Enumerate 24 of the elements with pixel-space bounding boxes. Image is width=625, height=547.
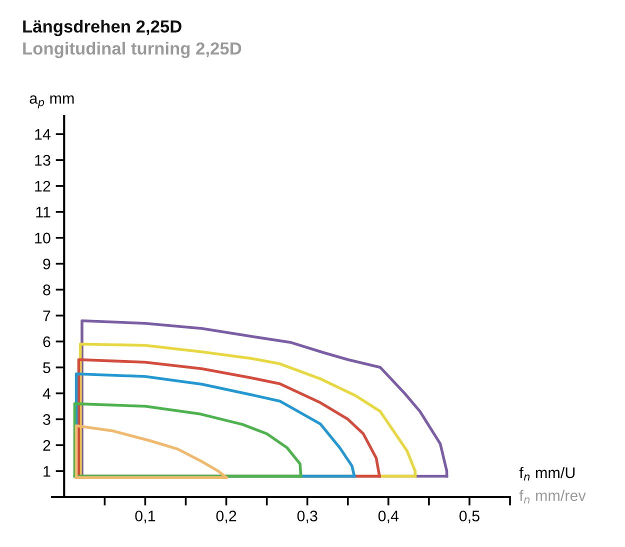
y-tick-label: 2 xyxy=(43,440,50,451)
x-tick-label: 0,3 xyxy=(297,510,318,524)
y-axis-title: a$_{p}$ mm xyxy=(30,95,74,108)
y-tick-label: 6 xyxy=(43,336,50,348)
y-tick-label: 3 xyxy=(43,414,50,425)
x-tick-label: 0,5 xyxy=(459,510,480,524)
y-tick-label: 11 xyxy=(36,206,50,218)
y-tick-label: 13 xyxy=(35,154,50,166)
y-tick-label: 5 xyxy=(43,362,50,374)
x-axis-title: f$_{n}$ mm/U xyxy=(519,466,575,481)
x-tick-label: 0,1 xyxy=(135,510,156,524)
y-tick-label: 12 xyxy=(35,180,50,192)
text: f$_{n}$ mm/rev xyxy=(519,490,586,504)
chart-subtitle: Longitudinal turning 2,25D xyxy=(23,42,242,58)
y-tick-label: 8 xyxy=(43,284,50,296)
x-tick-label: 0,4 xyxy=(378,510,399,524)
chart-title: Längsdrehen 2,25D xyxy=(23,20,182,36)
y-tick-label: 4 xyxy=(42,388,51,399)
y-tick-label: 14 xyxy=(35,129,51,140)
y-tick-label: 10 xyxy=(35,232,50,244)
y-tick-label: 9 xyxy=(43,258,50,270)
y-tick-label: 1 xyxy=(44,466,50,477)
y-tick-label: 7 xyxy=(43,310,50,322)
x-tick-label: 0,2 xyxy=(216,510,236,524)
